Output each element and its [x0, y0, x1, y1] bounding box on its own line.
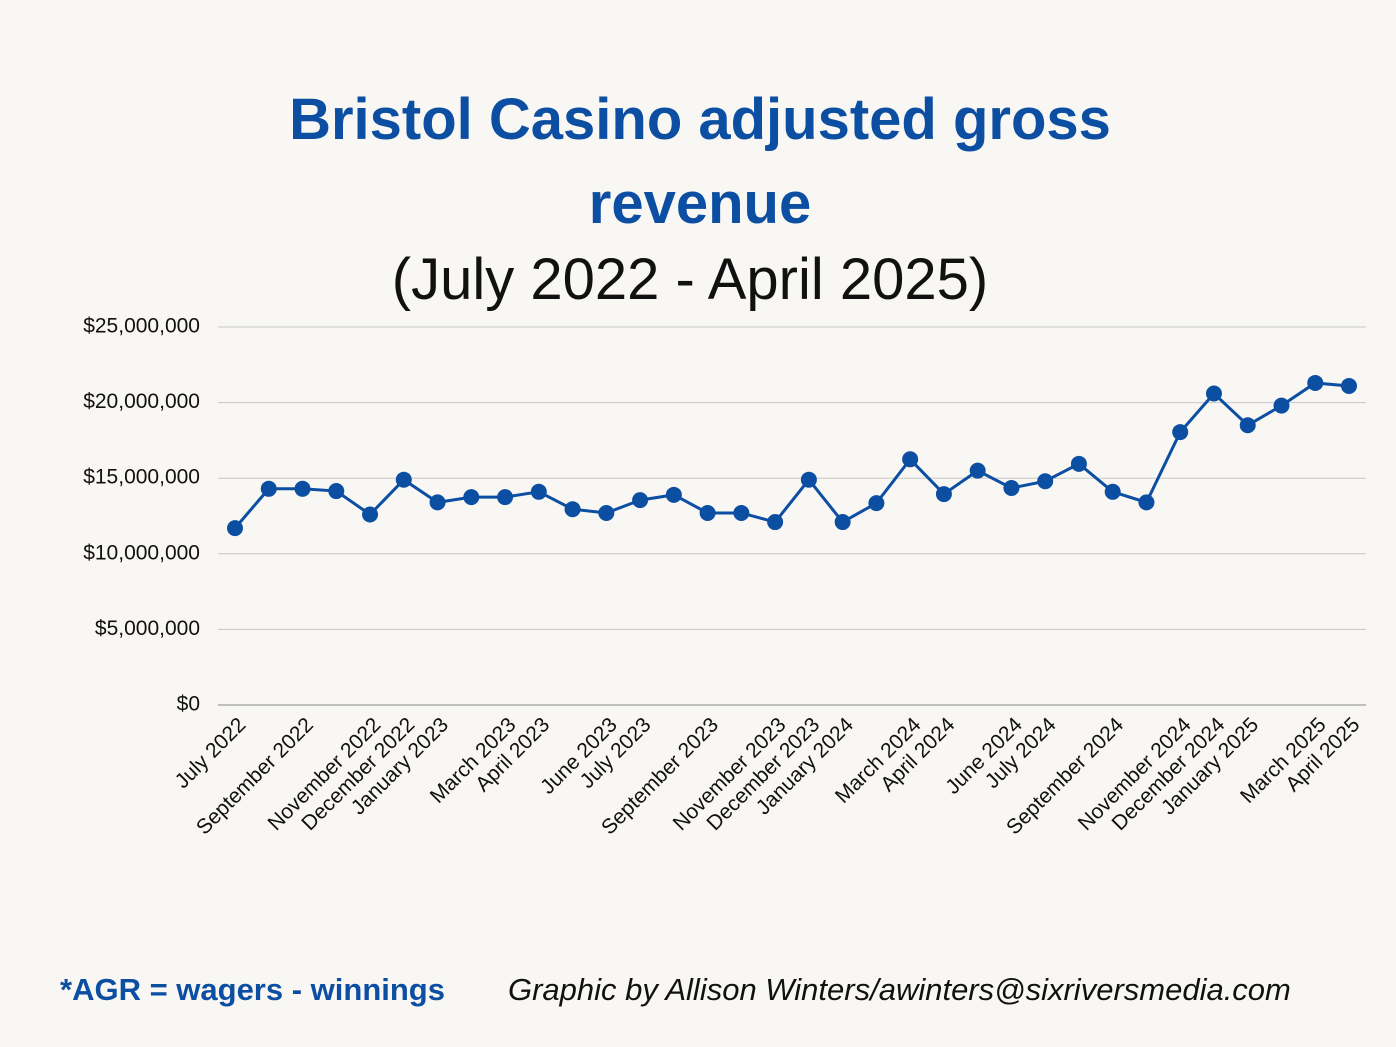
point — [733, 504, 750, 521]
annotation: Graphic by Allison Winters/awinters@sixr… — [508, 972, 1291, 1007]
point — [800, 471, 817, 488]
point — [935, 486, 952, 503]
point — [902, 451, 919, 468]
point — [564, 501, 581, 518]
point — [530, 483, 547, 500]
y-tick-label: $25,000,000 — [83, 315, 200, 338]
point — [463, 489, 480, 506]
point — [328, 483, 345, 500]
y-tick-label: $15,000,000 — [83, 466, 200, 489]
point — [632, 492, 649, 509]
point — [1341, 377, 1357, 394]
point — [969, 462, 986, 479]
point — [260, 480, 277, 497]
point — [1104, 483, 1121, 500]
point — [1070, 455, 1087, 472]
point — [1172, 424, 1189, 441]
chart-title: Bristol Casino adjusted gross revenue — [289, 87, 1111, 236]
point — [497, 489, 514, 506]
y-tick-label: $20,000,000 — [83, 390, 200, 413]
y-tick-label: $5,000,000 — [95, 617, 200, 640]
point — [1205, 385, 1222, 402]
point — [699, 504, 716, 521]
point — [1273, 397, 1290, 414]
y-tick-label: $0 — [177, 693, 200, 716]
point — [767, 514, 784, 531]
point — [395, 471, 412, 488]
point — [868, 495, 885, 512]
point — [1239, 417, 1256, 434]
annotation: *AGR = wagers - winnings — [60, 972, 445, 1007]
point — [362, 506, 379, 523]
point — [429, 494, 446, 511]
point — [598, 504, 615, 521]
point — [1003, 480, 1020, 497]
point — [294, 480, 311, 497]
point — [1307, 374, 1324, 391]
point — [665, 486, 682, 503]
y-tick-label: $10,000,000 — [83, 541, 200, 564]
line — [233, 381, 1350, 530]
point — [227, 520, 243, 537]
point — [834, 514, 851, 531]
chart-subtitle: (July 2022 - April 2025) — [391, 247, 989, 312]
point — [1138, 494, 1155, 511]
point — [1037, 473, 1054, 490]
